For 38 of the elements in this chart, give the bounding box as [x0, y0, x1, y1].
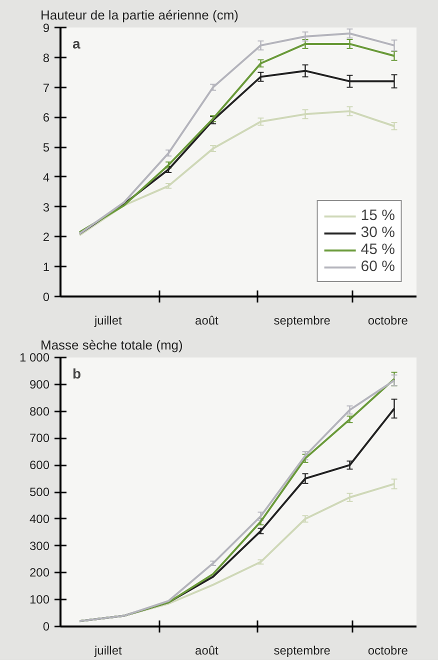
y-tick-label: 8: [42, 50, 50, 65]
annotation: b: [72, 366, 82, 382]
y-tick-label: 200: [29, 566, 50, 580]
y-tick-label: 300: [29, 538, 50, 553]
y-tick-label: 500: [29, 485, 50, 499]
x-tick-label: octobre: [368, 314, 408, 328]
x-tick-label: juillet: [94, 314, 123, 328]
y-tick-label: 2: [42, 230, 50, 244]
y-tick-label: 3: [42, 200, 50, 214]
y-tick-label: 800: [29, 404, 50, 418]
y-tick-label: 100: [29, 592, 50, 607]
y-tick-label: 9: [42, 21, 50, 35]
y-tick-label: 1 000: [19, 350, 50, 364]
y-tick-label: 600: [29, 458, 50, 472]
x-tick-label: août: [195, 644, 220, 658]
y-tick-label: 900: [29, 377, 50, 392]
y-tick-label: 0: [42, 290, 50, 304]
x-tick-label: septembre: [274, 644, 331, 658]
legend-label: 30 %: [360, 224, 395, 241]
chart-title: Hauteur de la partie aérienne (cm): [40, 8, 238, 22]
y-tick-label: 0: [42, 620, 50, 634]
legend-label: 45 %: [360, 241, 395, 258]
y-tick-label: 4: [42, 170, 50, 184]
y-tick-label: 6: [42, 110, 50, 125]
y-tick-label: 7: [42, 80, 50, 95]
y-tick-label: 400: [29, 512, 50, 526]
x-tick-label: juillet: [94, 644, 123, 658]
y-tick-label: 1: [42, 260, 50, 274]
line-series: [78, 110, 396, 236]
x-tick-label: août: [195, 314, 220, 328]
legend-label: 15 %: [360, 207, 395, 224]
y-tick-label: 5: [42, 140, 50, 155]
legend-label: 60 %: [360, 258, 395, 275]
x-tick-label: octobre: [368, 644, 408, 658]
y-tick-label: 700: [29, 431, 50, 446]
x-tick-label: septembre: [274, 314, 331, 328]
chart-title: Masse sèche totale (mg): [40, 338, 183, 352]
annotation: a: [72, 36, 80, 52]
